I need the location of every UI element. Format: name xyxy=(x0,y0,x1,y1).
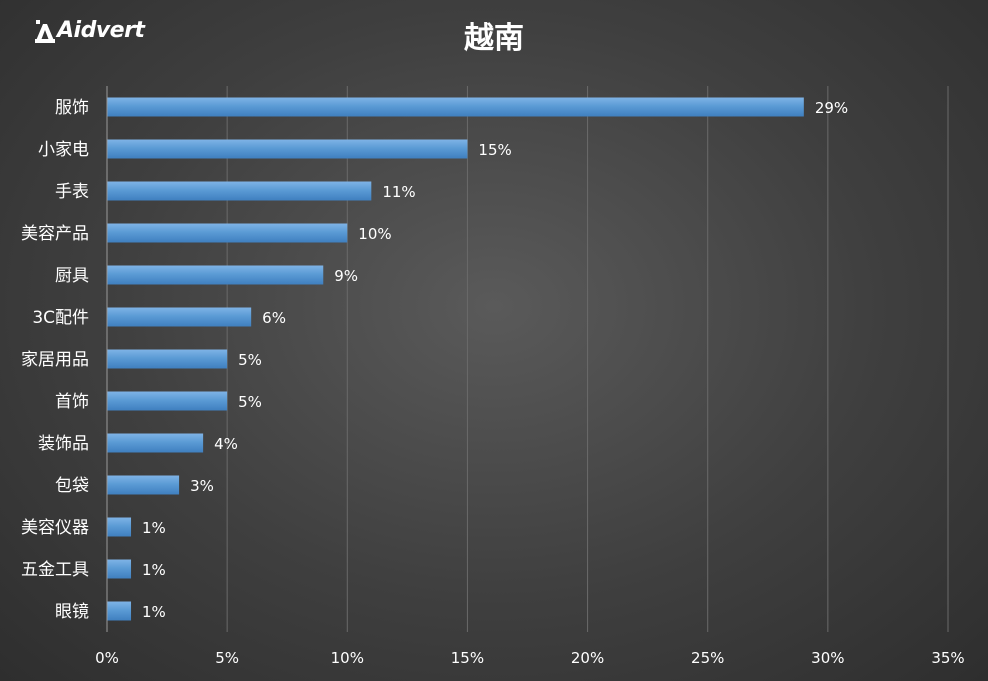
value-label: 1% xyxy=(142,603,166,621)
bar xyxy=(107,307,252,327)
value-label: 10% xyxy=(358,225,391,243)
value-label: 1% xyxy=(142,519,166,537)
x-tick-label: 25% xyxy=(691,649,724,667)
x-axis-ticks: 0% 5% 10% 15% 20% 25% 30% 35% xyxy=(95,649,965,667)
category-label: 包袋 xyxy=(55,476,89,496)
x-tick-label: 20% xyxy=(571,649,604,667)
bars xyxy=(107,97,804,621)
x-tick-label: 5% xyxy=(215,649,239,667)
category-label: 小家电 xyxy=(38,140,89,160)
gridlines xyxy=(226,86,949,632)
category-label: 美容仪器 xyxy=(21,518,89,538)
bar xyxy=(107,139,468,159)
logo: Aidvert xyxy=(34,18,145,44)
logo-mark-icon xyxy=(34,18,56,44)
value-label: 5% xyxy=(238,351,262,369)
value-label: 11% xyxy=(382,183,415,201)
value-label: 9% xyxy=(334,267,358,285)
value-label: 6% xyxy=(262,309,286,327)
bar xyxy=(107,517,132,537)
category-label: 五金工具 xyxy=(21,560,89,580)
category-label: 家居用品 xyxy=(21,350,89,370)
category-label: 3C配件 xyxy=(32,308,89,328)
x-tick-label: 30% xyxy=(811,649,844,667)
bar xyxy=(107,601,132,621)
x-tick-label: 35% xyxy=(931,649,964,667)
category-label: 装饰品 xyxy=(38,434,89,454)
bar xyxy=(107,559,132,579)
value-labels: 29% 15% 11% 10% 9% 6% 5% 5% 4% 3% 1% 1% 1% xyxy=(142,99,848,621)
bar xyxy=(107,265,324,285)
bar xyxy=(107,391,228,411)
category-label: 首饰 xyxy=(55,392,89,412)
bar xyxy=(107,181,372,201)
category-label: 眼镜 xyxy=(55,602,89,622)
bar xyxy=(107,475,180,495)
category-label: 美容产品 xyxy=(21,224,89,244)
category-label: 手表 xyxy=(55,182,89,202)
category-label: 厨具 xyxy=(55,266,89,286)
bar xyxy=(107,433,204,453)
x-tick-label: 15% xyxy=(451,649,484,667)
bar xyxy=(107,223,348,243)
chart-title: 越南 xyxy=(464,21,524,56)
value-label: 29% xyxy=(815,99,848,117)
logo-text: Aidvert xyxy=(57,18,145,43)
x-tick-label: 0% xyxy=(95,649,119,667)
value-label: 3% xyxy=(190,477,214,495)
category-label: 服饰 xyxy=(55,98,89,118)
value-label: 4% xyxy=(214,435,238,453)
bar xyxy=(107,97,804,117)
value-label: 15% xyxy=(478,141,511,159)
bar xyxy=(107,349,228,369)
x-tick-label: 10% xyxy=(331,649,364,667)
value-label: 5% xyxy=(238,393,262,411)
value-label: 1% xyxy=(142,561,166,579)
